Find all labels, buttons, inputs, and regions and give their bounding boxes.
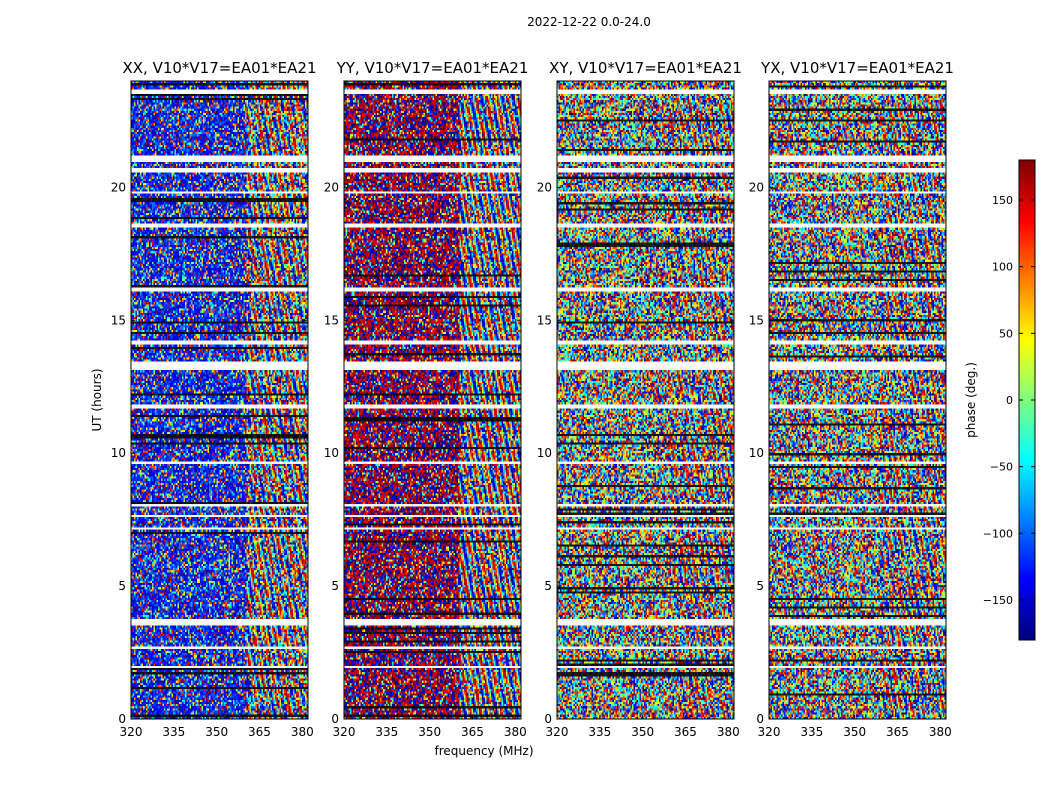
y-tick-label: 20 xyxy=(111,180,126,194)
panel-title: YX, V10*V17=EA01*EA21 xyxy=(760,59,954,77)
x-tick-label: 320 xyxy=(546,725,569,739)
y-tick-label: 20 xyxy=(537,180,552,194)
panel-title: YY, V10*V17=EA01*EA21 xyxy=(336,59,529,77)
heatmap-image xyxy=(344,81,521,719)
panel-2: XY, V10*V17=EA01*EA21 320 335 350 365 380 0 5 10… xyxy=(537,59,742,739)
y-tick-label: 5 xyxy=(756,579,764,593)
colorbar-tick-label: 100 xyxy=(992,261,1013,274)
panel-title: XX, V10*V17=EA01*EA21 xyxy=(122,59,316,77)
panels-group: XX, V10*V17=EA01*EA21 320 335 350 365 380 0 5 10… xyxy=(111,59,954,739)
y-tick-label: 5 xyxy=(544,579,552,593)
y-tick-label: 20 xyxy=(324,180,339,194)
panel-title: XY, V10*V17=EA01*EA21 xyxy=(549,59,742,77)
colorbar-tick-label: −50 xyxy=(990,461,1013,474)
y-tick-label: 10 xyxy=(324,446,339,460)
colorbar-tick-label: −100 xyxy=(983,527,1013,540)
x-tick-label: 335 xyxy=(162,725,185,739)
y-tick-label: 15 xyxy=(324,313,339,327)
x-tick-label: 350 xyxy=(631,725,654,739)
y-tick-label: 10 xyxy=(537,446,552,460)
x-tick-label: 380 xyxy=(929,725,952,739)
heatmap-image xyxy=(557,81,734,719)
x-axis-label: frequency (MHz) xyxy=(434,744,533,758)
y-tick-label: 0 xyxy=(331,712,339,726)
x-tick-label: 380 xyxy=(291,725,314,739)
axes-frame xyxy=(768,80,947,720)
x-tick-label: 365 xyxy=(674,725,697,739)
x-tick-label: 320 xyxy=(333,725,356,739)
x-tick-label: 380 xyxy=(504,725,527,739)
colorbar: 150 100 50 0 −50 −100 −150 phase (deg.) xyxy=(964,159,1036,641)
y-tick-label: 15 xyxy=(749,313,764,327)
panel-0: XX, V10*V17=EA01*EA21 320 335 350 365 380 0 5 10… xyxy=(111,59,317,739)
y-tick-label: 15 xyxy=(111,313,126,327)
x-tick-label: 365 xyxy=(886,725,909,739)
colorbar-label: phase (deg.) xyxy=(964,362,978,438)
x-tick-label: 380 xyxy=(717,725,740,739)
colorbar-gradient xyxy=(1019,160,1035,640)
heatmap-image xyxy=(769,81,946,719)
x-tick-label: 350 xyxy=(418,725,441,739)
y-tick-label: 20 xyxy=(749,180,764,194)
x-tick-label: 350 xyxy=(205,725,228,739)
y-tick-label: 0 xyxy=(756,712,764,726)
colorbar-tick-label: 50 xyxy=(999,327,1013,340)
x-tick-label: 335 xyxy=(800,725,823,739)
y-tick-label: 15 xyxy=(537,313,552,327)
x-tick-label: 320 xyxy=(758,725,781,739)
x-tick-label: 350 xyxy=(843,725,866,739)
x-tick-label: 365 xyxy=(248,725,271,739)
x-tick-label: 365 xyxy=(461,725,484,739)
heatmap-image xyxy=(131,81,308,719)
y-tick-label: 0 xyxy=(118,712,126,726)
axes-frame xyxy=(343,80,522,720)
panel-1: YY, V10*V17=EA01*EA21 320 335 350 365 380 0 5 10… xyxy=(324,59,529,739)
x-tick-label: 320 xyxy=(120,725,143,739)
panel-3: YX, V10*V17=EA01*EA21 320 335 350 365 380 0 5 10… xyxy=(749,59,954,739)
y-tick-label: 5 xyxy=(118,579,126,593)
figure-suptitle: 2022-12-22 0.0-24.0 xyxy=(527,15,651,29)
y-axis-label: UT (hours) xyxy=(90,368,104,431)
axes-frame xyxy=(130,80,309,720)
y-tick-label: 10 xyxy=(749,446,764,460)
x-tick-label: 335 xyxy=(375,725,398,739)
axes-frame xyxy=(556,80,735,720)
y-tick-label: 5 xyxy=(331,579,339,593)
colorbar-tick-label: −150 xyxy=(983,594,1013,607)
y-tick-label: 0 xyxy=(544,712,552,726)
colorbar-tick-label: 0 xyxy=(1006,394,1013,407)
colorbar-tick-label: 150 xyxy=(992,194,1013,207)
x-tick-label: 335 xyxy=(588,725,611,739)
y-tick-label: 10 xyxy=(111,446,126,460)
